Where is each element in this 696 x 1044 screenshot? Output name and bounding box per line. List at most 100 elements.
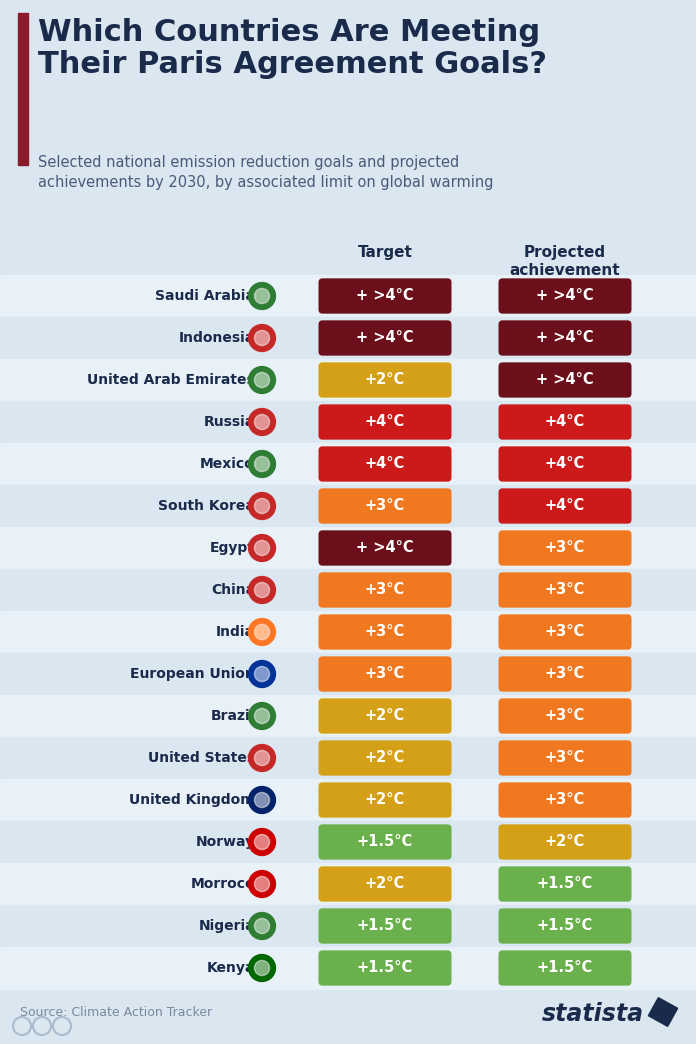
FancyBboxPatch shape <box>498 825 631 859</box>
Text: +1.5°C: +1.5°C <box>537 919 593 933</box>
Text: Kenya: Kenya <box>207 960 255 975</box>
Circle shape <box>255 498 269 514</box>
Text: India: India <box>216 625 255 639</box>
FancyBboxPatch shape <box>498 279 631 313</box>
Circle shape <box>255 960 269 975</box>
Text: +4°C: +4°C <box>545 414 585 429</box>
Text: +2°C: +2°C <box>365 751 405 765</box>
FancyBboxPatch shape <box>319 530 452 566</box>
FancyBboxPatch shape <box>319 614 452 649</box>
Circle shape <box>255 834 269 850</box>
Circle shape <box>248 283 276 309</box>
Bar <box>0 905 696 947</box>
Text: Russia: Russia <box>204 416 255 429</box>
Circle shape <box>248 744 276 772</box>
Text: + >4°C: + >4°C <box>536 288 594 304</box>
Circle shape <box>248 786 276 813</box>
Bar <box>0 569 696 611</box>
Text: + >4°C: + >4°C <box>536 373 594 387</box>
Circle shape <box>255 877 269 892</box>
Circle shape <box>255 456 269 472</box>
Text: United Kingdom: United Kingdom <box>129 793 255 807</box>
Text: +3°C: +3°C <box>545 624 585 640</box>
Bar <box>0 443 696 485</box>
Text: +3°C: +3°C <box>545 666 585 682</box>
Text: +3°C: +3°C <box>545 583 585 597</box>
Bar <box>0 695 696 737</box>
FancyBboxPatch shape <box>498 447 631 481</box>
FancyBboxPatch shape <box>319 825 452 859</box>
Text: +1.5°C: +1.5°C <box>537 960 593 975</box>
Text: statista: statista <box>542 1002 644 1026</box>
FancyBboxPatch shape <box>498 404 631 440</box>
Circle shape <box>248 493 276 520</box>
Circle shape <box>248 576 276 603</box>
Circle shape <box>255 751 269 765</box>
Bar <box>18 13 28 165</box>
Circle shape <box>255 624 269 640</box>
FancyBboxPatch shape <box>498 740 631 776</box>
FancyBboxPatch shape <box>498 657 631 692</box>
FancyBboxPatch shape <box>498 698 631 734</box>
Circle shape <box>255 373 269 387</box>
Text: +4°C: +4°C <box>365 414 405 429</box>
Bar <box>0 401 696 443</box>
Text: United Arab Emirates: United Arab Emirates <box>87 373 255 387</box>
Bar <box>0 737 696 779</box>
Text: +1.5°C: +1.5°C <box>357 834 413 850</box>
Text: European Union: European Union <box>130 667 255 681</box>
FancyBboxPatch shape <box>498 362 631 398</box>
Text: Source: Climate Action Tracker: Source: Climate Action Tracker <box>20 1006 212 1019</box>
Text: China: China <box>211 583 255 597</box>
Circle shape <box>255 288 269 304</box>
Text: Morroco: Morroco <box>191 877 255 891</box>
Text: Brazil: Brazil <box>211 709 255 723</box>
Circle shape <box>255 331 269 346</box>
FancyArrow shape <box>649 998 678 1026</box>
Bar <box>0 779 696 821</box>
Circle shape <box>255 709 269 723</box>
Text: South Korea: South Korea <box>158 499 255 513</box>
Bar <box>0 947 696 989</box>
Text: +3°C: +3°C <box>365 666 405 682</box>
FancyBboxPatch shape <box>498 908 631 944</box>
Text: +3°C: +3°C <box>545 709 585 723</box>
Bar <box>0 359 696 401</box>
Text: +1.5°C: +1.5°C <box>357 960 413 975</box>
Text: +2°C: +2°C <box>545 834 585 850</box>
Bar <box>0 652 696 695</box>
Bar <box>0 275 696 317</box>
FancyBboxPatch shape <box>319 950 452 986</box>
Text: Saudi Arabia: Saudi Arabia <box>155 289 255 303</box>
FancyBboxPatch shape <box>319 321 452 356</box>
Circle shape <box>248 618 276 645</box>
Text: Projected
achievement: Projected achievement <box>509 245 620 278</box>
Bar <box>0 317 696 359</box>
Bar <box>0 821 696 863</box>
Text: + >4°C: + >4°C <box>536 331 594 346</box>
FancyBboxPatch shape <box>319 404 452 440</box>
Circle shape <box>248 451 276 477</box>
Text: United States: United States <box>148 751 255 765</box>
FancyBboxPatch shape <box>319 698 452 734</box>
FancyBboxPatch shape <box>498 321 631 356</box>
FancyBboxPatch shape <box>498 782 631 817</box>
Text: Norway: Norway <box>196 835 255 849</box>
Bar <box>0 527 696 569</box>
Text: +2°C: +2°C <box>365 709 405 723</box>
FancyBboxPatch shape <box>498 489 631 524</box>
Text: + >4°C: + >4°C <box>356 541 414 555</box>
Text: +4°C: +4°C <box>365 456 405 472</box>
FancyBboxPatch shape <box>498 530 631 566</box>
Circle shape <box>255 414 269 429</box>
Circle shape <box>248 829 276 855</box>
FancyBboxPatch shape <box>498 572 631 608</box>
Text: +2°C: +2°C <box>365 373 405 387</box>
Text: Indonesia: Indonesia <box>179 331 255 345</box>
Bar <box>0 863 696 905</box>
FancyBboxPatch shape <box>319 657 452 692</box>
Text: + >4°C: + >4°C <box>356 288 414 304</box>
Text: +3°C: +3°C <box>545 792 585 807</box>
FancyBboxPatch shape <box>319 489 452 524</box>
Circle shape <box>248 325 276 352</box>
